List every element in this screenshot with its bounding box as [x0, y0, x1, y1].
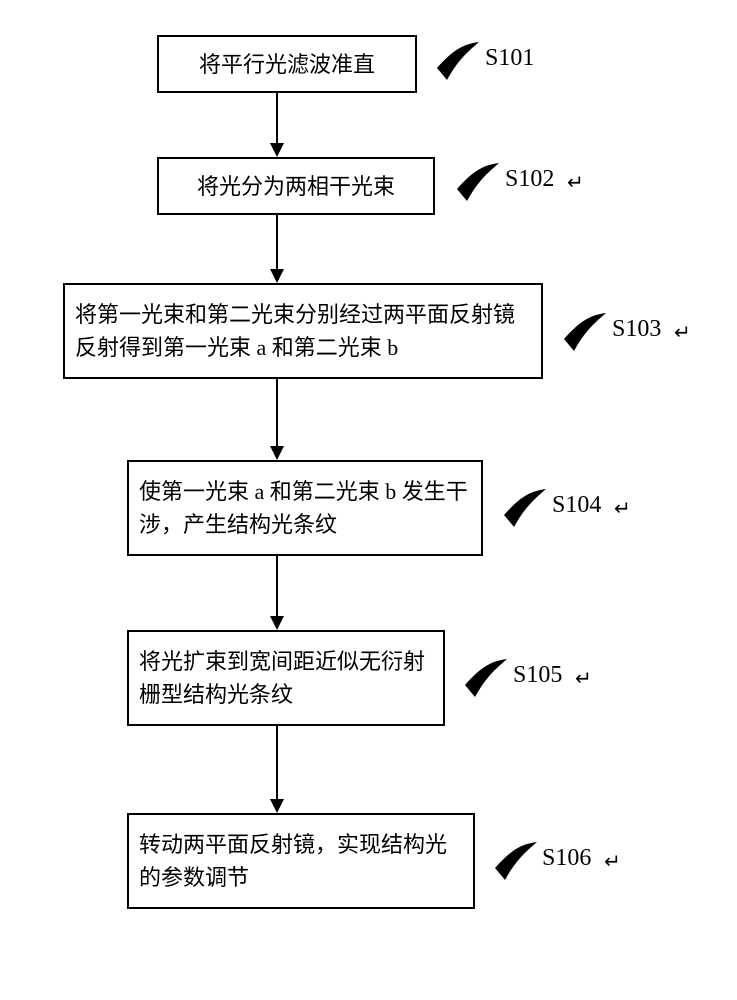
step-label-text: S103 — [612, 316, 661, 342]
flow-edge-arrowhead — [270, 616, 284, 630]
flow-node-n4: 使第一光束 a 和第二光束 b 发生干涉，产生结构光条纹 — [127, 460, 483, 556]
flow-node-text: 将平行光滤波准直 — [169, 48, 405, 81]
callout-swoosh — [463, 657, 509, 699]
flow-node-n3: 将第一光束和第二光束分别经过两平面反射镜反射得到第一光束 a 和第二光束 b — [63, 283, 543, 379]
enter-symbol-icon: ↵ — [614, 496, 631, 521]
enter-symbol-icon: ↵ — [674, 320, 691, 345]
flow-node-n5: 将光扩束到宽间距近似无衍射栅型结构光条纹 — [127, 630, 445, 726]
enter-symbol-icon: ↵ — [604, 849, 621, 874]
flow-node-n2: 将光分为两相干光束 — [157, 157, 435, 215]
flow-edge-line — [276, 726, 278, 799]
callout-swoosh — [562, 311, 608, 353]
flow-node-text: 将第一光束和第二光束分别经过两平面反射镜反射得到第一光束 a 和第二光束 b — [75, 298, 531, 364]
flow-edge-arrowhead — [270, 269, 284, 283]
enter-symbol-icon: ↵ — [567, 170, 584, 195]
flow-node-text: 将光扩束到宽间距近似无衍射栅型结构光条纹 — [139, 645, 433, 711]
flow-node-text: 使第一光束 a 和第二光束 b 发生干涉，产生结构光条纹 — [139, 475, 471, 541]
flow-node-n1: 将平行光滤波准直 — [157, 35, 417, 93]
flow-node-n6: 转动两平面反射镜，实现结构光的参数调节 — [127, 813, 475, 909]
step-label-text: S104 — [552, 492, 601, 518]
flow-edge-line — [276, 93, 278, 143]
step-label-s105: S105 — [513, 662, 562, 689]
step-label-s102: S102 — [505, 166, 554, 193]
callout-swoosh — [502, 487, 548, 529]
callout-swoosh — [435, 40, 481, 82]
flow-edge-arrowhead — [270, 799, 284, 813]
callout-swoosh — [455, 161, 501, 203]
flow-edge-arrowhead — [270, 143, 284, 157]
flow-node-text: 将光分为两相干光束 — [169, 170, 423, 203]
step-label-s104: S104 — [552, 492, 601, 519]
flow-edge-line — [276, 379, 278, 446]
step-label-s103: S103 — [612, 316, 661, 343]
flow-node-text: 转动两平面反射镜，实现结构光的参数调节 — [139, 828, 463, 894]
flow-edge-arrowhead — [270, 446, 284, 460]
step-label-text: S101 — [485, 45, 534, 71]
flow-edge-line — [276, 215, 278, 269]
callout-swoosh — [493, 840, 539, 882]
flow-edge-line — [276, 556, 278, 616]
enter-symbol-icon: ↵ — [575, 666, 592, 691]
step-label-s101: S101 — [485, 45, 534, 72]
step-label-text: S105 — [513, 662, 562, 688]
step-label-s106: S106 — [542, 845, 591, 872]
step-label-text: S106 — [542, 845, 591, 871]
flowchart-canvas: 将平行光滤波准直将光分为两相干光束将第一光束和第二光束分别经过两平面反射镜反射得… — [0, 0, 737, 1000]
step-label-text: S102 — [505, 166, 554, 192]
